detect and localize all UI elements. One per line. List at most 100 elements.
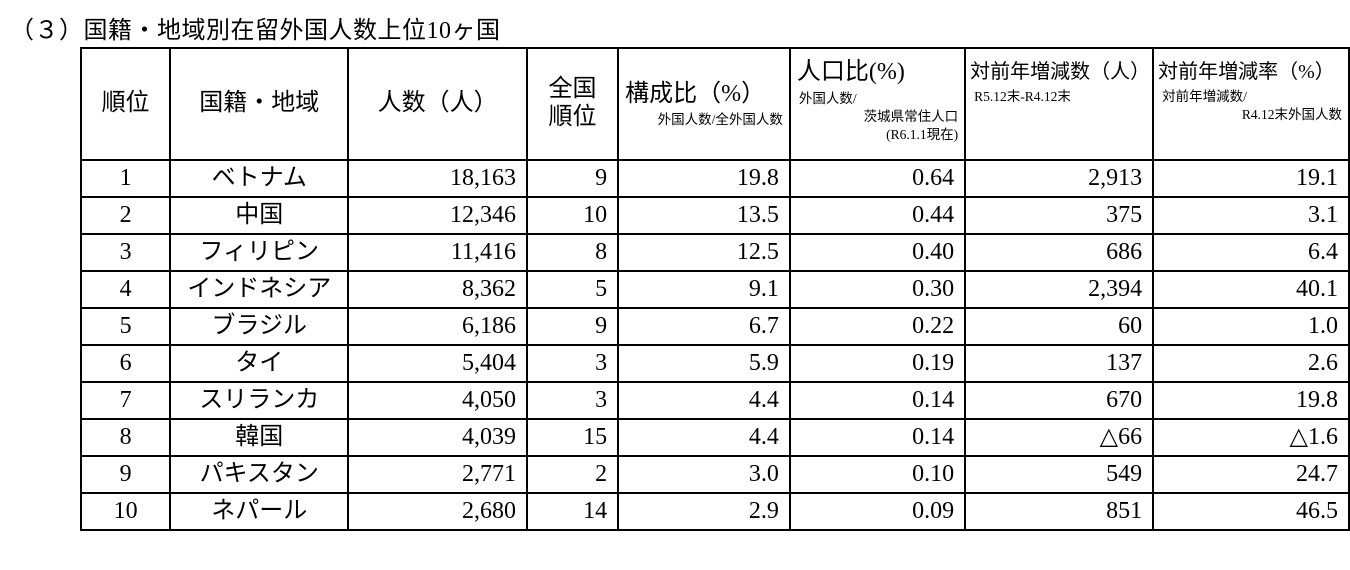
rank-cell: 9 [79, 455, 172, 494]
yoy-change-cell: 375 [964, 196, 1155, 235]
col-header-yoy-rate-sub2: R4.12末外国人数 [1241, 107, 1342, 123]
table-row: 4 インドネシア 8,362 5 9.1 0.30 2,394 40.1 [79, 270, 1350, 309]
yoy-rate-cell: 1.0 [1152, 307, 1350, 346]
population-ratio-cell: 0.10 [788, 455, 967, 494]
count-cell: 8,362 [347, 270, 528, 309]
rank-cell: 5 [79, 307, 172, 346]
nationality-cell: ネパール [169, 492, 350, 531]
yoy-change-cell: △66 [964, 418, 1155, 457]
table-row: 8 韓国 4,039 15 4.4 0.14 △66 △1.6 [79, 418, 1350, 457]
yoy-change-cell: 60 [964, 307, 1155, 346]
col-header-nationality: 国籍・地域 [169, 47, 350, 161]
national-rank-cell: 9 [525, 307, 620, 346]
national-rank-cell: 3 [525, 381, 620, 420]
composition-cell: 19.8 [617, 159, 791, 198]
yoy-rate-cell: 46.5 [1152, 492, 1350, 531]
foreign-residents-table: 順位 国籍・地域 人数（人） 全国 順位 構成比（%） 外国人数/全外国人数 人… [79, 47, 1350, 531]
col-header-count: 人数（人） [347, 47, 528, 161]
composition-cell: 9.1 [617, 270, 791, 309]
count-cell: 6,186 [347, 307, 528, 346]
col-header-yoy-rate-sub1: 対前年増減数/ [1162, 89, 1247, 104]
national-rank-cell: 15 [525, 418, 620, 457]
nationality-cell: インドネシア [169, 270, 350, 309]
count-cell: 12,346 [347, 196, 528, 235]
col-header-yoy-change: 対前年増減数（人） R5.12末-R4.12末 [964, 47, 1155, 161]
count-cell: 2,771 [347, 455, 528, 494]
national-rank-cell: 14 [525, 492, 620, 531]
rank-cell: 10 [79, 492, 172, 531]
population-ratio-cell: 0.19 [788, 344, 967, 383]
rank-cell: 6 [79, 344, 172, 383]
table-row: 5 ブラジル 6,186 9 6.7 0.22 60 1.0 [79, 307, 1350, 346]
col-header-national-rank: 全国 順位 [525, 47, 620, 161]
col-header-yoy-rate-main: 対前年増減率（%） [1158, 61, 1335, 83]
yoy-rate-cell: △1.6 [1152, 418, 1350, 457]
table-row: 6 タイ 5,404 3 5.9 0.19 137 2.6 [79, 344, 1350, 383]
col-header-composition: 構成比（%） 外国人数/全外国人数 [617, 47, 791, 161]
nationality-cell: フィリピン [169, 233, 350, 272]
yoy-rate-cell: 2.6 [1152, 344, 1350, 383]
national-rank-cell: 10 [525, 196, 620, 235]
rank-cell: 7 [79, 381, 172, 420]
yoy-rate-cell: 19.8 [1152, 381, 1350, 420]
composition-cell: 2.9 [617, 492, 791, 531]
table-row: 9 パキスタン 2,771 2 3.0 0.10 549 24.7 [79, 455, 1350, 494]
page-title: （３）国籍・地域別在留外国人数上位10ヶ国 [10, 18, 501, 44]
composition-cell: 4.4 [617, 418, 791, 457]
col-header-rank: 順位 [79, 47, 172, 161]
national-rank-cell: 5 [525, 270, 620, 309]
composition-cell: 12.5 [617, 233, 791, 272]
yoy-change-cell: 2,913 [964, 159, 1155, 198]
nationality-cell: タイ [169, 344, 350, 383]
yoy-change-cell: 137 [964, 344, 1155, 383]
table-row: 3 フィリピン 11,416 8 12.5 0.40 686 6.4 [79, 233, 1350, 272]
col-header-yoy-change-main: 対前年増減数（人） [970, 61, 1151, 83]
national-rank-cell: 9 [525, 159, 620, 198]
composition-cell: 3.0 [617, 455, 791, 494]
col-header-population-ratio-main: 人口比(%) [796, 59, 905, 85]
yoy-rate-cell: 24.7 [1152, 455, 1350, 494]
rank-cell: 4 [79, 270, 172, 309]
yoy-change-cell: 670 [964, 381, 1155, 420]
table-row: 1 ベトナム 18,163 9 19.8 0.64 2,913 19.1 [79, 159, 1350, 198]
composition-cell: 6.7 [617, 307, 791, 346]
rank-cell: 8 [79, 418, 172, 457]
col-header-composition-main: 構成比（%） [625, 80, 766, 107]
col-header-count-label: 人数（人） [377, 90, 498, 117]
count-cell: 4,039 [347, 418, 528, 457]
yoy-change-cell: 2,394 [964, 270, 1155, 309]
population-ratio-cell: 0.09 [788, 492, 967, 531]
population-ratio-cell: 0.40 [788, 233, 967, 272]
count-cell: 4,050 [347, 381, 528, 420]
rank-cell: 3 [79, 233, 172, 272]
nationality-cell: パキスタン [169, 455, 350, 494]
nationality-cell: ブラジル [169, 307, 350, 346]
composition-cell: 5.9 [617, 344, 791, 383]
col-header-population-ratio-sub1: 外国人数/ [798, 90, 857, 106]
col-header-yoy-change-sub: R5.12末-R4.12末 [974, 89, 1071, 104]
nationality-cell: 中国 [169, 196, 350, 235]
table-row: 10 ネパール 2,680 14 2.9 0.09 851 46.5 [79, 492, 1350, 531]
count-cell: 11,416 [347, 233, 528, 272]
rank-cell: 1 [79, 159, 172, 198]
col-header-population-ratio: 人口比(%) 外国人数/ 茨城県常住人口 (R6.1.1現在) [788, 47, 967, 161]
col-header-composition-sub: 外国人数/全外国人数 [657, 112, 783, 128]
nationality-cell: スリランカ [169, 381, 350, 420]
count-cell: 2,680 [347, 492, 528, 531]
yoy-rate-cell: 19.1 [1152, 159, 1350, 198]
national-rank-cell: 8 [525, 233, 620, 272]
header-row: 順位 国籍・地域 人数（人） 全国 順位 構成比（%） 外国人数/全外国人数 人… [79, 47, 1350, 161]
col-header-nationality-label: 国籍・地域 [199, 90, 320, 117]
yoy-rate-cell: 3.1 [1152, 196, 1350, 235]
population-ratio-cell: 0.22 [788, 307, 967, 346]
nationality-cell: ベトナム [169, 159, 350, 198]
population-ratio-cell: 0.44 [788, 196, 967, 235]
yoy-change-cell: 851 [964, 492, 1155, 531]
col-header-population-ratio-sub2: 茨城県常住人口 [863, 108, 959, 124]
table-row: 7 スリランカ 4,050 3 4.4 0.14 670 19.8 [79, 381, 1350, 420]
population-ratio-cell: 0.64 [788, 159, 967, 198]
yoy-rate-cell: 6.4 [1152, 233, 1350, 272]
national-rank-cell: 2 [525, 455, 620, 494]
table-row: 2 中国 12,346 10 13.5 0.44 375 3.1 [79, 196, 1350, 235]
count-cell: 18,163 [347, 159, 528, 198]
